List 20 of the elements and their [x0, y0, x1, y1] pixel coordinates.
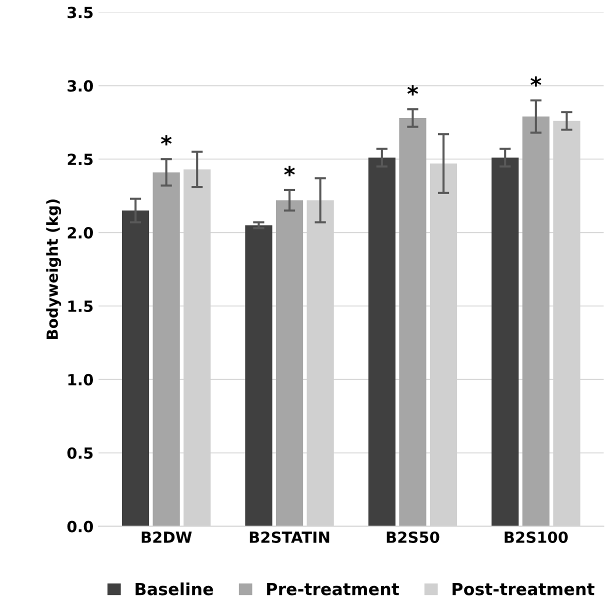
legend-label: Pre-treatment [267, 582, 400, 596]
y-axis-title: Bodyweight (kg) [46, 199, 62, 339]
y-tick-label: 0.5 [67, 447, 93, 459]
y-tick-label: 2.0 [68, 227, 93, 239]
y-tick-label: 2.5 [68, 154, 93, 166]
x-tick-label: B2DW [142, 531, 192, 543]
x-tick-label: B2S50 [386, 531, 440, 544]
y-tick-label: 3.0 [68, 80, 93, 92]
y-tick-label: 1.0 [68, 374, 93, 386]
y-tick-label: 3.5 [68, 6, 93, 18]
x-tick-label: B2S100 [504, 531, 568, 544]
y-tick-label: 1.5 [68, 300, 93, 312]
annotation: * [160, 135, 172, 146]
y-tick-label: 0.0 [67, 520, 93, 532]
annotation: * [407, 85, 418, 96]
annotation: * [530, 76, 542, 87]
legend-label: Post-treatment [452, 582, 594, 596]
x-tick-label: B2STATIN [250, 531, 330, 544]
legend-label: Baseline [136, 582, 214, 596]
annotation: * [284, 166, 295, 176]
